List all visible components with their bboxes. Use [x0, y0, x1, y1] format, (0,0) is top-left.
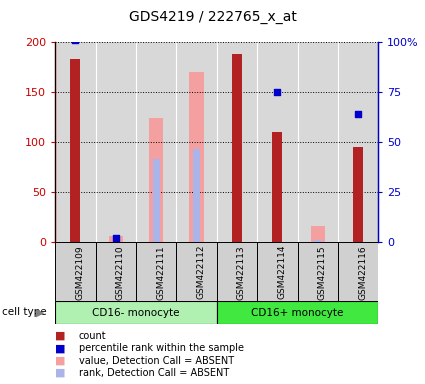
Bar [298, 242, 338, 301]
Text: ■: ■ [55, 368, 66, 378]
Text: ■: ■ [55, 331, 66, 341]
Text: GSM422114: GSM422114 [277, 245, 286, 300]
Bar [217, 242, 257, 301]
Text: ■: ■ [55, 343, 66, 353]
Point [112, 235, 119, 241]
Bar [149, 118, 163, 242]
Bar [136, 242, 176, 301]
Text: GSM422111: GSM422111 [156, 245, 165, 300]
Bar [153, 159, 160, 242]
Bar [176, 242, 217, 301]
Bar [311, 226, 325, 242]
Bar [55, 242, 96, 301]
Text: GSM422116: GSM422116 [358, 245, 367, 300]
Text: CD16- monocyte: CD16- monocyte [92, 308, 180, 318]
Bar [55, 301, 217, 324]
Bar [257, 242, 298, 301]
Text: GSM422109: GSM422109 [76, 245, 85, 300]
Text: percentile rank within the sample: percentile rank within the sample [79, 343, 244, 353]
Bar [96, 242, 136, 301]
Text: rank, Detection Call = ABSENT: rank, Detection Call = ABSENT [79, 368, 229, 378]
Point [274, 89, 280, 95]
Bar [353, 147, 363, 242]
Text: GSM422113: GSM422113 [237, 245, 246, 300]
Text: GDS4219 / 222765_x_at: GDS4219 / 222765_x_at [128, 10, 296, 23]
Bar [338, 242, 378, 301]
Bar [232, 54, 242, 242]
Point [354, 111, 361, 117]
Bar [217, 301, 378, 324]
Text: ▶: ▶ [36, 307, 45, 317]
Text: GSM422115: GSM422115 [317, 245, 327, 300]
Bar [314, 240, 321, 242]
Point [233, 29, 240, 35]
Bar [193, 149, 200, 242]
Text: GSM422112: GSM422112 [196, 245, 206, 300]
Text: ■: ■ [55, 356, 66, 366]
Text: GSM422110: GSM422110 [116, 245, 125, 300]
Text: cell type: cell type [2, 307, 47, 317]
Text: count: count [79, 331, 106, 341]
Point [72, 37, 79, 43]
Bar [109, 236, 123, 242]
Bar [190, 72, 204, 242]
Bar [71, 59, 80, 242]
Text: value, Detection Call = ABSENT: value, Detection Call = ABSENT [79, 356, 234, 366]
Text: CD16+ monocyte: CD16+ monocyte [251, 308, 344, 318]
Bar [272, 132, 282, 242]
